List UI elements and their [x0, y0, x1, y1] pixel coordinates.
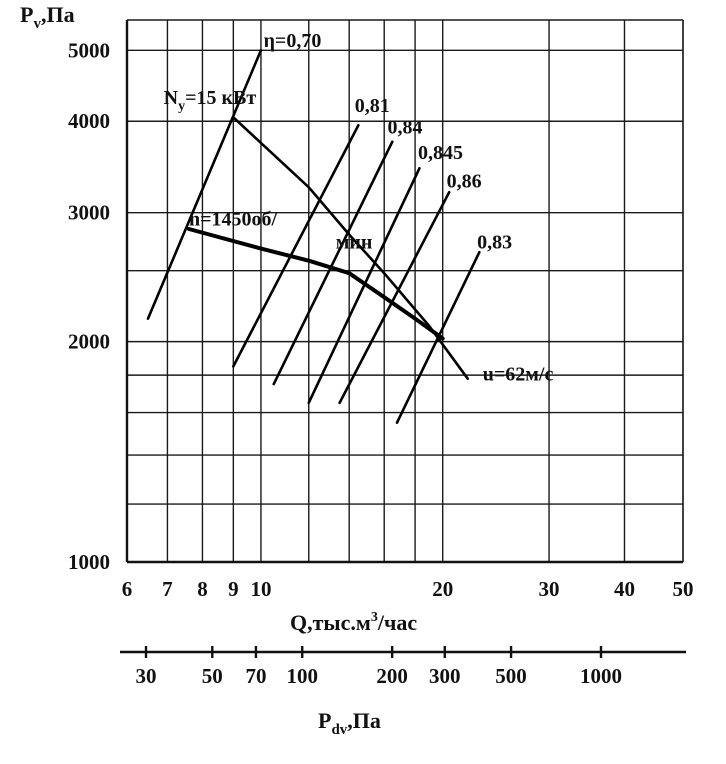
curves	[187, 116, 469, 380]
y-tick-label: 3000	[68, 201, 110, 225]
chart-annotation: 0,845	[418, 142, 463, 164]
x-tick-label: 9	[228, 577, 239, 601]
chart-annotation: 0,84	[387, 116, 422, 138]
chart-annotation: η=0,70	[264, 30, 322, 52]
chart-annotation: 0,83	[477, 232, 512, 254]
chart-annotation: Ny=15 кВт	[164, 87, 257, 114]
efficiency-line	[232, 123, 360, 368]
x-tick-label: 20	[432, 577, 453, 601]
speed-curve	[187, 227, 445, 341]
y-tick-label: 1000	[68, 550, 110, 574]
chart-annotation: 0,86	[447, 170, 482, 192]
secondary-tick-label: 30	[136, 664, 157, 688]
efficiency-line	[338, 190, 451, 405]
chart-annotation: мин	[336, 232, 373, 254]
x-tick-label: 6	[122, 577, 133, 601]
x-tick-label: 40	[614, 577, 635, 601]
secondary-axis-title: Pdv,Па	[318, 708, 381, 738]
power-curve	[232, 116, 469, 380]
efficiency-lines	[146, 49, 481, 424]
y-tick-label: 2000	[68, 330, 110, 354]
secondary-tick-label: 200	[376, 664, 408, 688]
secondary-tick-label: 50	[202, 664, 223, 688]
x-tick-label: 30	[539, 577, 560, 601]
chart-labels: 1000 2000 3000 4000 5000 6 7 8 9 10 20 30 40 50 Pv,Па Q…	[20, 2, 694, 738]
secondary-tick-label: 100	[286, 664, 318, 688]
efficiency-line	[307, 166, 421, 405]
y-axis-title: Pv,Па	[20, 2, 75, 32]
secondary-tick-label: 500	[495, 664, 527, 688]
y-tick-label: 4000	[68, 109, 110, 133]
chart-annotation: u=62м/с	[483, 363, 554, 385]
x-tick-label: 10	[250, 577, 271, 601]
x-tick-label: 7	[162, 577, 173, 601]
efficiency-line	[272, 140, 394, 386]
x-tick-label: 8	[197, 577, 208, 601]
efficiency-line	[395, 250, 481, 424]
secondary-tick-label: 70	[245, 664, 266, 688]
chart-annotation: 0,81	[355, 95, 390, 117]
grid	[120, 19, 686, 658]
y-tick-label: 5000	[68, 38, 110, 62]
chart-annotation: n=1450об/	[189, 209, 278, 231]
secondary-tick-label: 1000	[580, 664, 622, 688]
x-tick-label: 50	[673, 577, 694, 601]
x-axis-title: Q,тыс.м3/час	[290, 610, 417, 635]
secondary-tick-label: 300	[429, 664, 461, 688]
efficiency-line	[146, 49, 263, 320]
